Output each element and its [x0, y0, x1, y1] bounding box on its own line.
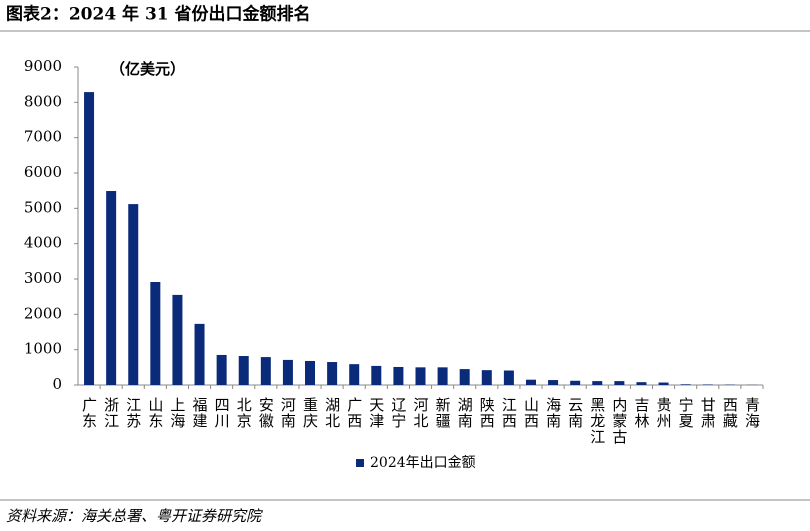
x-tick-label: 安徽	[257, 397, 275, 429]
x-tick-label: 湖南	[456, 397, 474, 429]
bar	[84, 92, 95, 385]
y-tick-label: 3000	[24, 269, 62, 287]
bar	[128, 204, 139, 385]
bar	[503, 370, 514, 385]
unit-annotation: （亿美元）	[110, 60, 185, 78]
x-tick-label: 四川	[213, 397, 231, 429]
bar	[238, 356, 249, 385]
y-tick-label: 6000	[24, 163, 62, 181]
y-tick-label: 4000	[24, 234, 62, 252]
x-tick-label: 宁夏	[677, 397, 695, 429]
bar	[415, 367, 426, 385]
chart-title: 图表2：2024 年 31 省份出口金额排名	[6, 4, 311, 25]
bar	[216, 354, 227, 385]
bar	[570, 380, 581, 385]
bar	[592, 381, 603, 385]
x-tick-label: 河北	[412, 397, 430, 429]
bar	[636, 382, 647, 385]
bar	[459, 369, 470, 385]
x-tick-label: 山西	[522, 397, 540, 429]
x-tick-label: 重庆	[301, 397, 319, 429]
bar	[481, 370, 492, 385]
x-tick-label: 浙江	[102, 397, 120, 429]
x-tick-label: 江苏	[124, 397, 142, 429]
bar	[702, 384, 713, 385]
x-tick-label: 吉林	[632, 397, 650, 429]
y-tick-label: 7000	[24, 128, 62, 146]
bar	[437, 367, 448, 385]
x-tick-label: 贵州	[655, 397, 673, 429]
x-tick-label: 天津	[367, 397, 385, 429]
bar	[680, 384, 691, 385]
bar	[150, 282, 161, 385]
x-tick-label: 内蒙古	[610, 397, 628, 445]
bar	[305, 360, 316, 385]
x-tick-label: 黑龙江	[588, 397, 606, 445]
x-tick-label: 北京	[235, 397, 253, 429]
bar	[106, 191, 117, 385]
y-tick-label: 8000	[24, 92, 62, 110]
x-tick-label: 陕西	[478, 397, 496, 429]
x-tick-label: 辽宁	[389, 397, 407, 429]
y-tick-label: 0	[52, 375, 62, 393]
x-tick-label: 江西	[500, 397, 518, 429]
x-tick-label: 甘肃	[699, 397, 717, 429]
legend-swatch	[356, 459, 364, 467]
legend-label: 2024年出口金额	[370, 455, 476, 471]
x-tick-label: 青海	[743, 397, 761, 429]
bar	[371, 365, 382, 385]
x-tick-label: 山东	[146, 397, 164, 429]
bar	[260, 357, 271, 385]
bar	[327, 362, 338, 385]
bar	[282, 359, 293, 385]
bar	[172, 294, 183, 385]
x-tick-label: 河南	[279, 397, 297, 429]
x-tick-label: 广西	[345, 397, 363, 429]
x-tick-label: 上海	[168, 397, 186, 429]
x-tick-label: 湖北	[323, 397, 341, 429]
bar	[393, 366, 404, 385]
bar	[194, 323, 205, 385]
x-tick-label: 广东	[80, 397, 98, 429]
bar	[548, 380, 559, 385]
x-tick-label: 福建	[191, 397, 209, 429]
x-tick-label: 云南	[566, 397, 584, 429]
bar	[525, 379, 536, 385]
x-tick-label: 海南	[544, 397, 562, 429]
x-tick-label: 西藏	[721, 397, 739, 429]
y-tick-label: 2000	[24, 304, 62, 322]
bar	[614, 381, 625, 385]
bar	[658, 382, 669, 385]
source-note: 资料来源：海关总署、粤开证券研究院	[6, 507, 263, 525]
x-tick-label: 新疆	[434, 397, 452, 429]
y-tick-label: 1000	[24, 340, 62, 358]
y-tick-label: 5000	[24, 198, 62, 216]
y-tick-label: 9000	[24, 57, 62, 75]
bar	[349, 364, 360, 385]
